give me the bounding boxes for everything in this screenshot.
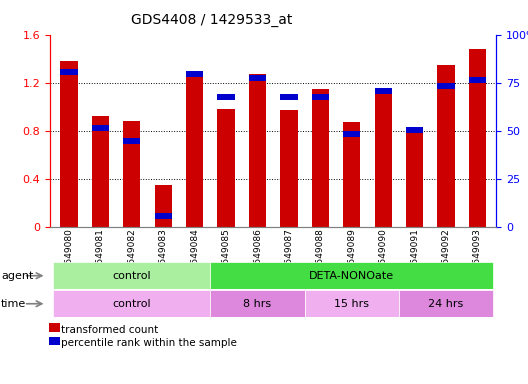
Text: GSM549085: GSM549085 — [222, 228, 231, 283]
Text: GSM549091: GSM549091 — [410, 228, 419, 283]
Text: time: time — [1, 299, 26, 309]
Bar — [249, 75, 266, 81]
Text: agent: agent — [1, 271, 33, 281]
Bar — [155, 213, 172, 219]
Bar — [406, 128, 423, 227]
Text: GSM549088: GSM549088 — [316, 228, 325, 283]
Bar — [92, 125, 109, 131]
Bar — [92, 116, 109, 227]
Bar — [60, 61, 78, 227]
Bar — [123, 138, 140, 144]
Bar — [186, 71, 203, 77]
Bar — [280, 110, 298, 227]
Text: transformed count: transformed count — [61, 325, 158, 335]
Bar — [210, 262, 493, 289]
Text: percentile rank within the sample: percentile rank within the sample — [61, 338, 237, 348]
Text: GSM549080: GSM549080 — [64, 228, 73, 283]
Bar — [60, 69, 78, 75]
Text: GSM549087: GSM549087 — [285, 228, 294, 283]
Bar — [53, 262, 210, 289]
Text: GSM549081: GSM549081 — [96, 228, 105, 283]
Bar — [399, 290, 493, 317]
Text: GSM549082: GSM549082 — [127, 228, 136, 283]
Bar — [312, 94, 329, 100]
Text: control: control — [112, 271, 151, 281]
Text: GDS4408 / 1429533_at: GDS4408 / 1429533_at — [130, 13, 292, 27]
Bar — [374, 89, 392, 227]
Text: GSM549084: GSM549084 — [190, 228, 199, 283]
Bar — [249, 74, 266, 227]
Text: 15 hrs: 15 hrs — [334, 299, 369, 309]
Bar — [406, 127, 423, 133]
Bar — [280, 94, 298, 100]
Bar — [155, 185, 172, 227]
Text: GSM549086: GSM549086 — [253, 228, 262, 283]
Text: 8 hrs: 8 hrs — [243, 299, 271, 309]
Bar — [218, 109, 235, 227]
Text: GSM549083: GSM549083 — [159, 228, 168, 283]
Text: 24 hrs: 24 hrs — [428, 299, 464, 309]
Bar — [469, 49, 486, 227]
Text: GSM549089: GSM549089 — [347, 228, 356, 283]
Text: GSM549093: GSM549093 — [473, 228, 482, 283]
Text: GSM549092: GSM549092 — [441, 228, 450, 283]
Bar — [210, 290, 305, 317]
Bar — [53, 290, 210, 317]
Text: DETA-NONOate: DETA-NONOate — [309, 271, 394, 281]
Text: GSM549090: GSM549090 — [379, 228, 388, 283]
Bar — [218, 94, 235, 100]
Bar — [343, 122, 361, 227]
Bar — [49, 323, 60, 332]
Bar — [469, 77, 486, 83]
Bar — [437, 83, 455, 89]
Bar — [186, 73, 203, 227]
Text: control: control — [112, 299, 151, 309]
Bar — [343, 131, 361, 137]
Bar — [374, 88, 392, 94]
Bar — [437, 65, 455, 227]
Bar — [312, 89, 329, 227]
Bar — [123, 121, 140, 227]
Bar — [49, 337, 60, 345]
Bar — [305, 290, 399, 317]
